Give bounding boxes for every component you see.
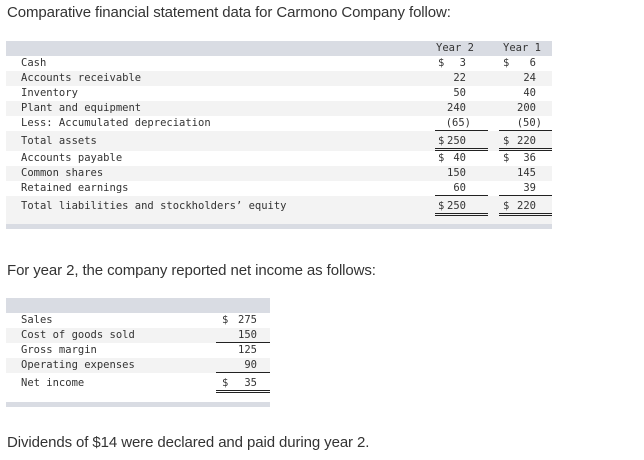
table-header: Year 2 Year 1 [6, 41, 552, 56]
spacer [6, 216, 552, 224]
balance-sheet-table: Year 2 Year 1 Cash $ 3 $ 6 Accounts rece… [6, 41, 552, 229]
underline [216, 358, 270, 373]
dollar-sign: $ [438, 57, 445, 69]
underline [216, 328, 270, 343]
year1-value: 200 [517, 102, 536, 114]
year1-value: 220 [517, 135, 536, 147]
table-row: Inventory 50 40 [6, 86, 552, 101]
year1-value: 6 [529, 57, 536, 69]
row-label: Cost of goods sold [21, 329, 135, 341]
year1-value: 39 [523, 182, 536, 194]
dollar-sign: $ [222, 377, 229, 389]
year1-value: (50) [516, 117, 542, 129]
row-label: Plant and equipment [21, 102, 142, 114]
dollar-sign: $ [503, 152, 510, 164]
row-label: Common shares [21, 167, 104, 179]
row-label: Accounts receivable [21, 72, 142, 84]
year2-value: 50 [453, 87, 466, 99]
year1-value: 220 [517, 200, 536, 212]
header-year1: Year 1 [503, 42, 541, 54]
income-statement-table: Sales $ 275 Cost of goods sold 150 Gross… [6, 298, 270, 407]
year2-value: 250 [447, 135, 466, 147]
dollar-sign: $ [222, 314, 229, 326]
year2-value: 240 [447, 102, 466, 114]
double-underline [435, 196, 488, 216]
value: 125 [238, 344, 257, 356]
table-row: Accounts receivable 22 24 [6, 71, 552, 86]
dollar-sign: $ [503, 57, 510, 69]
year2-value: (65) [445, 117, 471, 129]
underline [499, 116, 552, 131]
underline [435, 181, 488, 196]
row-label: Gross margin [21, 344, 97, 356]
intro-text: Comparative financial statement data for… [7, 4, 451, 21]
table-row: Total liabilities and stockholders’ equi… [6, 196, 552, 216]
table-row: Operating expenses 90 [6, 358, 270, 373]
table-header [6, 298, 270, 313]
dollar-sign: $ [438, 200, 445, 212]
value: 90 [244, 359, 257, 371]
table-row: Cash $ 3 $ 6 [6, 56, 552, 71]
row-label: Less: Accumulated depreciation [21, 117, 211, 129]
year1-value: 24 [523, 72, 536, 84]
year2-value: 250 [447, 200, 466, 212]
table-row: Sales $ 275 [6, 313, 270, 328]
table-row: Total assets $ 250 $ 220 [6, 131, 552, 151]
double-underline [499, 196, 552, 216]
year2-value: 150 [447, 167, 466, 179]
dollar-sign: $ [503, 135, 510, 147]
dollar-sign: $ [503, 200, 510, 212]
dollar-sign: $ [438, 135, 445, 147]
year2-value: 60 [453, 182, 466, 194]
row-label: Accounts payable [21, 152, 123, 164]
value: 35 [244, 377, 257, 389]
double-underline [435, 131, 488, 151]
table-row: Plant and equipment 240 200 [6, 101, 552, 116]
double-underline [499, 131, 552, 151]
year2-value: 40 [453, 152, 466, 164]
table-row: Gross margin 125 [6, 343, 270, 358]
dollar-sign: $ [438, 152, 445, 164]
table-row: Less: Accumulated depreciation (65) (50) [6, 116, 552, 131]
row-label: Cash [21, 57, 47, 69]
underline [435, 116, 488, 131]
spacer [6, 393, 270, 402]
income-intro-text: For year 2, the company reported net inc… [7, 262, 376, 279]
row-label: Sales [21, 314, 53, 326]
table-footer-bar [6, 402, 270, 407]
table-footer-bar [6, 224, 552, 229]
double-underline [216, 373, 270, 393]
header-year2: Year 2 [436, 42, 474, 54]
value: 275 [238, 314, 257, 326]
row-label: Retained earnings [21, 182, 129, 194]
row-label: Inventory [21, 87, 78, 99]
value: 150 [238, 329, 257, 341]
underline [499, 181, 552, 196]
year1-value: 40 [523, 87, 536, 99]
year2-value: 3 [459, 57, 466, 69]
row-label: Net income [21, 377, 85, 389]
table-row: Cost of goods sold 150 [6, 328, 270, 343]
table-row: Net income $ 35 [6, 373, 270, 393]
row-label: Total liabilities and stockholders’ equi… [21, 200, 287, 212]
row-label: Total assets [21, 135, 97, 147]
table-row: Retained earnings 60 39 [6, 181, 552, 196]
table-row: Accounts payable $ 40 $ 36 [6, 151, 552, 166]
year1-value: 145 [517, 167, 536, 179]
year2-value: 22 [453, 72, 466, 84]
dividends-text: Dividends of $14 were declared and paid … [7, 434, 370, 451]
row-label: Operating expenses [21, 359, 135, 371]
table-row: Common shares 150 145 [6, 166, 552, 181]
year1-value: 36 [523, 152, 536, 164]
